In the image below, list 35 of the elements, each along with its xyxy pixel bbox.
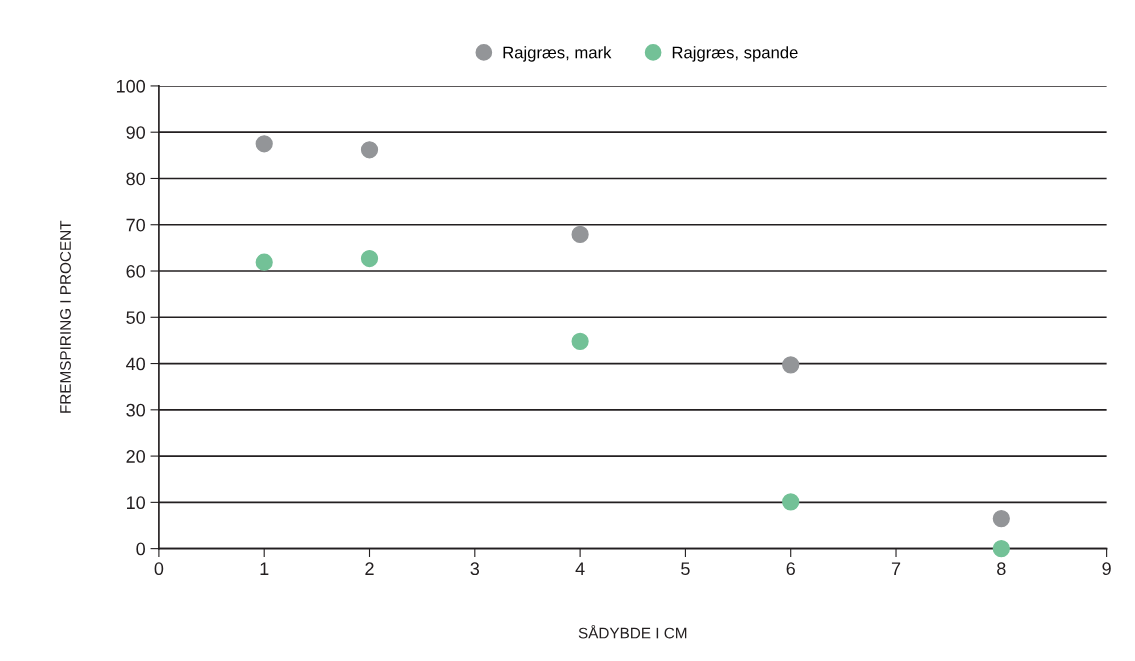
legend-label: Rajgræs, spande bbox=[672, 46, 798, 62]
x-tick-label: 9 bbox=[1102, 562, 1111, 576]
y-tick-label: 20 bbox=[126, 450, 145, 463]
y-tick-label: 80 bbox=[126, 172, 145, 186]
x-tick-label: 7 bbox=[891, 562, 901, 575]
point bbox=[571, 225, 589, 244]
x-tick-label: 3 bbox=[470, 562, 480, 576]
point bbox=[255, 135, 273, 153]
point bbox=[360, 249, 379, 268]
point bbox=[992, 540, 1010, 558]
legend-label: Rajgræs, mark bbox=[503, 46, 612, 62]
y-axis-title: FREMSPIRING I PROCENT bbox=[60, 220, 71, 413]
point bbox=[255, 253, 273, 271]
point bbox=[360, 141, 379, 159]
point bbox=[571, 332, 589, 350]
point bbox=[782, 356, 800, 374]
point bbox=[782, 493, 800, 511]
point bbox=[992, 509, 1010, 528]
x-tick-label: 2 bbox=[365, 562, 374, 575]
y-tick-label: 60 bbox=[126, 264, 145, 278]
x-tick-label: 8 bbox=[997, 562, 1006, 576]
y-tick-label: 40 bbox=[126, 357, 145, 371]
x-tick-label: 4 bbox=[575, 562, 585, 575]
x-axis-title: SÅDYBDE I CM bbox=[578, 624, 687, 639]
y-tick-label: 100 bbox=[116, 79, 145, 93]
x-tick-label: 1 bbox=[260, 562, 269, 575]
x-tick-label: 5 bbox=[681, 562, 690, 576]
y-tick-label: 30 bbox=[126, 403, 145, 417]
y-tick-label: 0 bbox=[136, 542, 145, 556]
y-tick-label: 10 bbox=[127, 496, 145, 510]
y-tick-label: 90 bbox=[126, 126, 145, 139]
y-tick-label: 50 bbox=[126, 311, 145, 324]
x-tick-label: 6 bbox=[786, 562, 795, 576]
x-tick-label: 0 bbox=[154, 562, 164, 576]
y-tick-label: 70 bbox=[126, 218, 145, 232]
